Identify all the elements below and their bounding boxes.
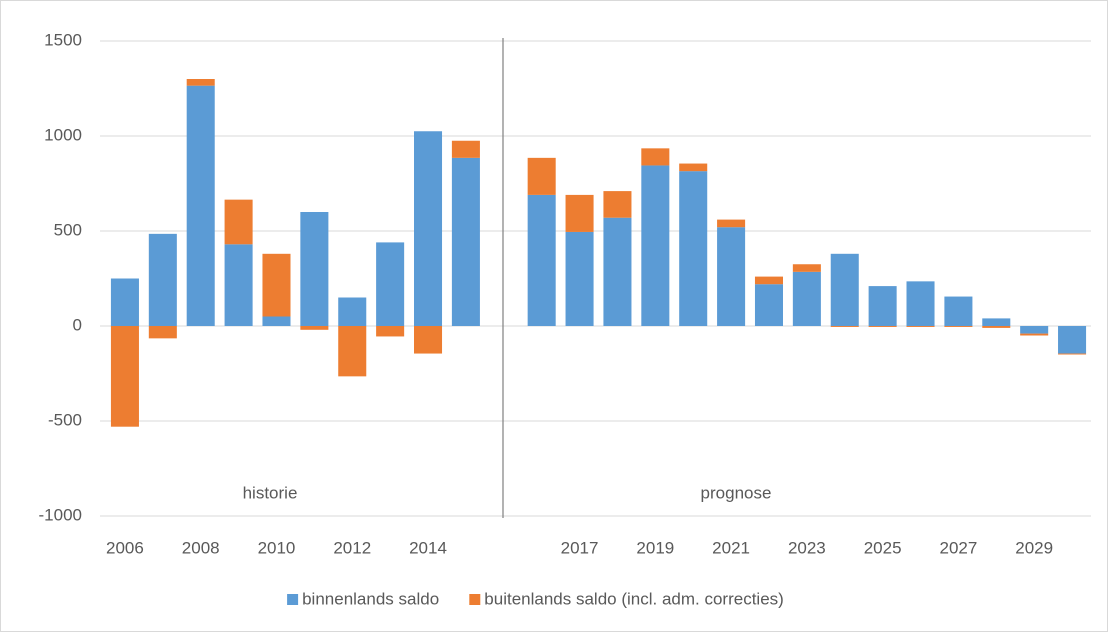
x-tick-label: 2008: [182, 538, 220, 557]
y-tick-label: -1000: [39, 505, 82, 524]
legend-swatch: [469, 594, 481, 605]
x-tick-label: 2010: [258, 538, 296, 557]
bar-segment: [717, 219, 746, 228]
bar-segment: [300, 212, 329, 326]
x-tick-label: 2021: [712, 538, 750, 557]
legend-label: binnenlands saldo: [302, 589, 439, 608]
bar-segment: [1058, 326, 1087, 354]
legend: binnenlands saldo buitenlands saldo (incl…: [287, 589, 784, 608]
x-tick-label: 2017: [561, 538, 599, 557]
bar-segment: [565, 194, 594, 232]
y-tick-label: -500: [48, 410, 82, 429]
bar-segment: [906, 326, 935, 327]
bar-segment: [565, 231, 594, 326]
x-tick-label: 2012: [333, 538, 371, 557]
bar-segment: [868, 326, 897, 327]
bar-segment: [982, 318, 1011, 326]
bar-segment: [262, 316, 291, 326]
legend-swatch: [287, 594, 299, 605]
bar-segment: [906, 281, 935, 326]
bar-segment: [376, 326, 405, 337]
bar-segment: [338, 297, 367, 326]
bar-segment: [717, 227, 746, 326]
x-tick-label: 2006: [106, 538, 144, 557]
bar-segment: [982, 326, 1011, 328]
bar-segment: [944, 296, 973, 326]
bar-segment: [830, 326, 859, 327]
bar-segment: [148, 233, 177, 326]
bar-segment: [451, 157, 480, 326]
x-tick-label: 2025: [864, 538, 902, 557]
x-tick-label: 2014: [409, 538, 447, 557]
bar-segment: [792, 271, 821, 326]
y-tick-label: 500: [54, 220, 82, 239]
bar-segment: [414, 131, 443, 326]
bar-segment: [338, 326, 367, 377]
annotation: historie: [243, 483, 298, 502]
bar-segment: [944, 326, 973, 327]
bar-segment: [830, 253, 859, 326]
bar-segment: [224, 244, 253, 326]
annotation: prognose: [701, 483, 772, 502]
y-tick-label: 0: [73, 315, 82, 334]
bar-segment: [679, 163, 708, 172]
bar-segment: [754, 276, 783, 285]
bar-segment: [527, 194, 556, 326]
y-tick-label: 1500: [44, 30, 82, 49]
bar-segment: [110, 326, 139, 427]
bar-segment: [641, 148, 670, 166]
bar-segment: [1058, 353, 1087, 355]
legend-label: buitenlands saldo (incl. adm. correcties…: [484, 589, 784, 608]
bar-segment: [603, 191, 632, 218]
bar-segment: [414, 326, 443, 354]
bar-segment: [110, 278, 139, 326]
bar-segment: [527, 157, 556, 195]
bar-segment: [792, 264, 821, 272]
bar-segment: [679, 171, 708, 326]
bar-segment: [224, 199, 253, 245]
x-tick-label: 2023: [788, 538, 826, 557]
x-tick-label: 2029: [1015, 538, 1053, 557]
bar-segment: [603, 217, 632, 326]
bar-segment: [376, 242, 405, 326]
bar-segment: [262, 253, 291, 317]
x-tick-label: 2019: [636, 538, 674, 557]
bar-segment: [148, 326, 177, 339]
bar-segment: [451, 140, 480, 158]
bar-segment: [754, 284, 783, 326]
x-tick-label: 2027: [939, 538, 977, 557]
bar-segment: [868, 286, 897, 326]
y-tick-label: 1000: [44, 125, 82, 144]
bar-segment: [186, 79, 215, 86]
bar-segment: [1020, 326, 1049, 334]
bar-segment: [1020, 333, 1049, 336]
bar-segment: [186, 85, 215, 327]
bar-segment: [641, 165, 670, 326]
bar-segment: [300, 326, 329, 330]
bars: [110, 79, 1087, 427]
